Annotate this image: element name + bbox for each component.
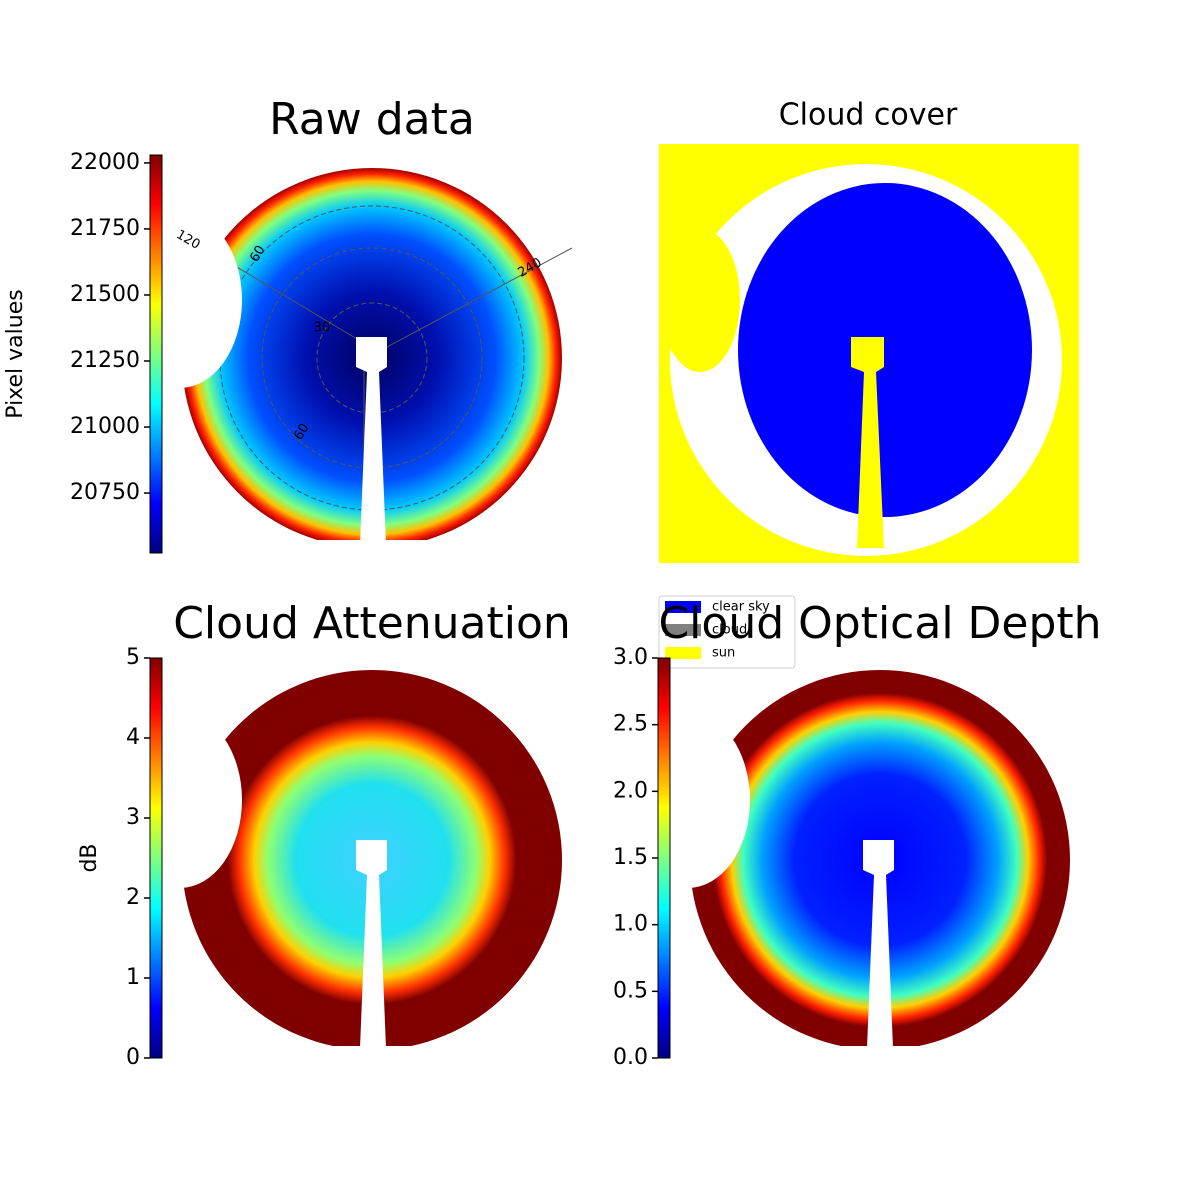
colorbar: [149, 657, 163, 1059]
colorbar-tick-label: 3: [126, 805, 140, 830]
legend-swatch: [665, 624, 701, 636]
colorbar-tick-label: 20750: [70, 480, 140, 505]
colorbar-tick-label: 0.5: [613, 978, 648, 1003]
panel-title: Cloud Attenuation: [173, 598, 571, 649]
polar-label: 60: [291, 421, 312, 443]
colorbar-tick-label: 0.0: [613, 1045, 648, 1070]
colorbar-tick-label: 21750: [70, 216, 140, 241]
colorbar: [149, 154, 163, 554]
colorbar-tick-label: 2: [126, 885, 140, 910]
legend-swatch: [665, 647, 701, 659]
colorbar-tick-label: 5: [126, 645, 140, 670]
legend-label: sun: [712, 646, 735, 661]
colorbar-tick-label: 22000: [70, 150, 140, 175]
panel-title: Raw data: [269, 94, 475, 145]
colorbar-label: Pixel values: [3, 289, 28, 418]
colorbar-tick-label: 1.0: [613, 912, 648, 937]
panel-title: Cloud Optical Depth: [658, 598, 1101, 649]
legend-swatch: [665, 601, 701, 613]
colorbar-tick-label: 2.5: [613, 712, 648, 737]
colorbar-label: dB: [77, 843, 102, 872]
colorbar-tick-label: 4: [126, 725, 140, 750]
polar-label: 30: [314, 321, 331, 336]
colorbar-tick-label: 21500: [70, 282, 140, 307]
legend-label: cloud: [712, 623, 747, 638]
colorbar: [657, 657, 671, 1059]
polar-label: 60: [247, 243, 268, 265]
panel-title: Cloud cover: [779, 98, 958, 133]
colorbar-tick-label: 3.0: [613, 645, 648, 670]
colorbar-tick-label: 0: [126, 1045, 140, 1070]
colorbar-tick-label: 1.5: [613, 845, 648, 870]
legend-label: clear sky: [712, 600, 770, 615]
colorbar-tick-label: 1: [126, 965, 140, 990]
colorbar-tick-label: 21000: [70, 414, 140, 439]
cloud-cover-image: [659, 144, 1079, 563]
colorbar-tick-label: 21250: [70, 348, 140, 373]
colorbar-tick-label: 2.0: [613, 778, 648, 803]
